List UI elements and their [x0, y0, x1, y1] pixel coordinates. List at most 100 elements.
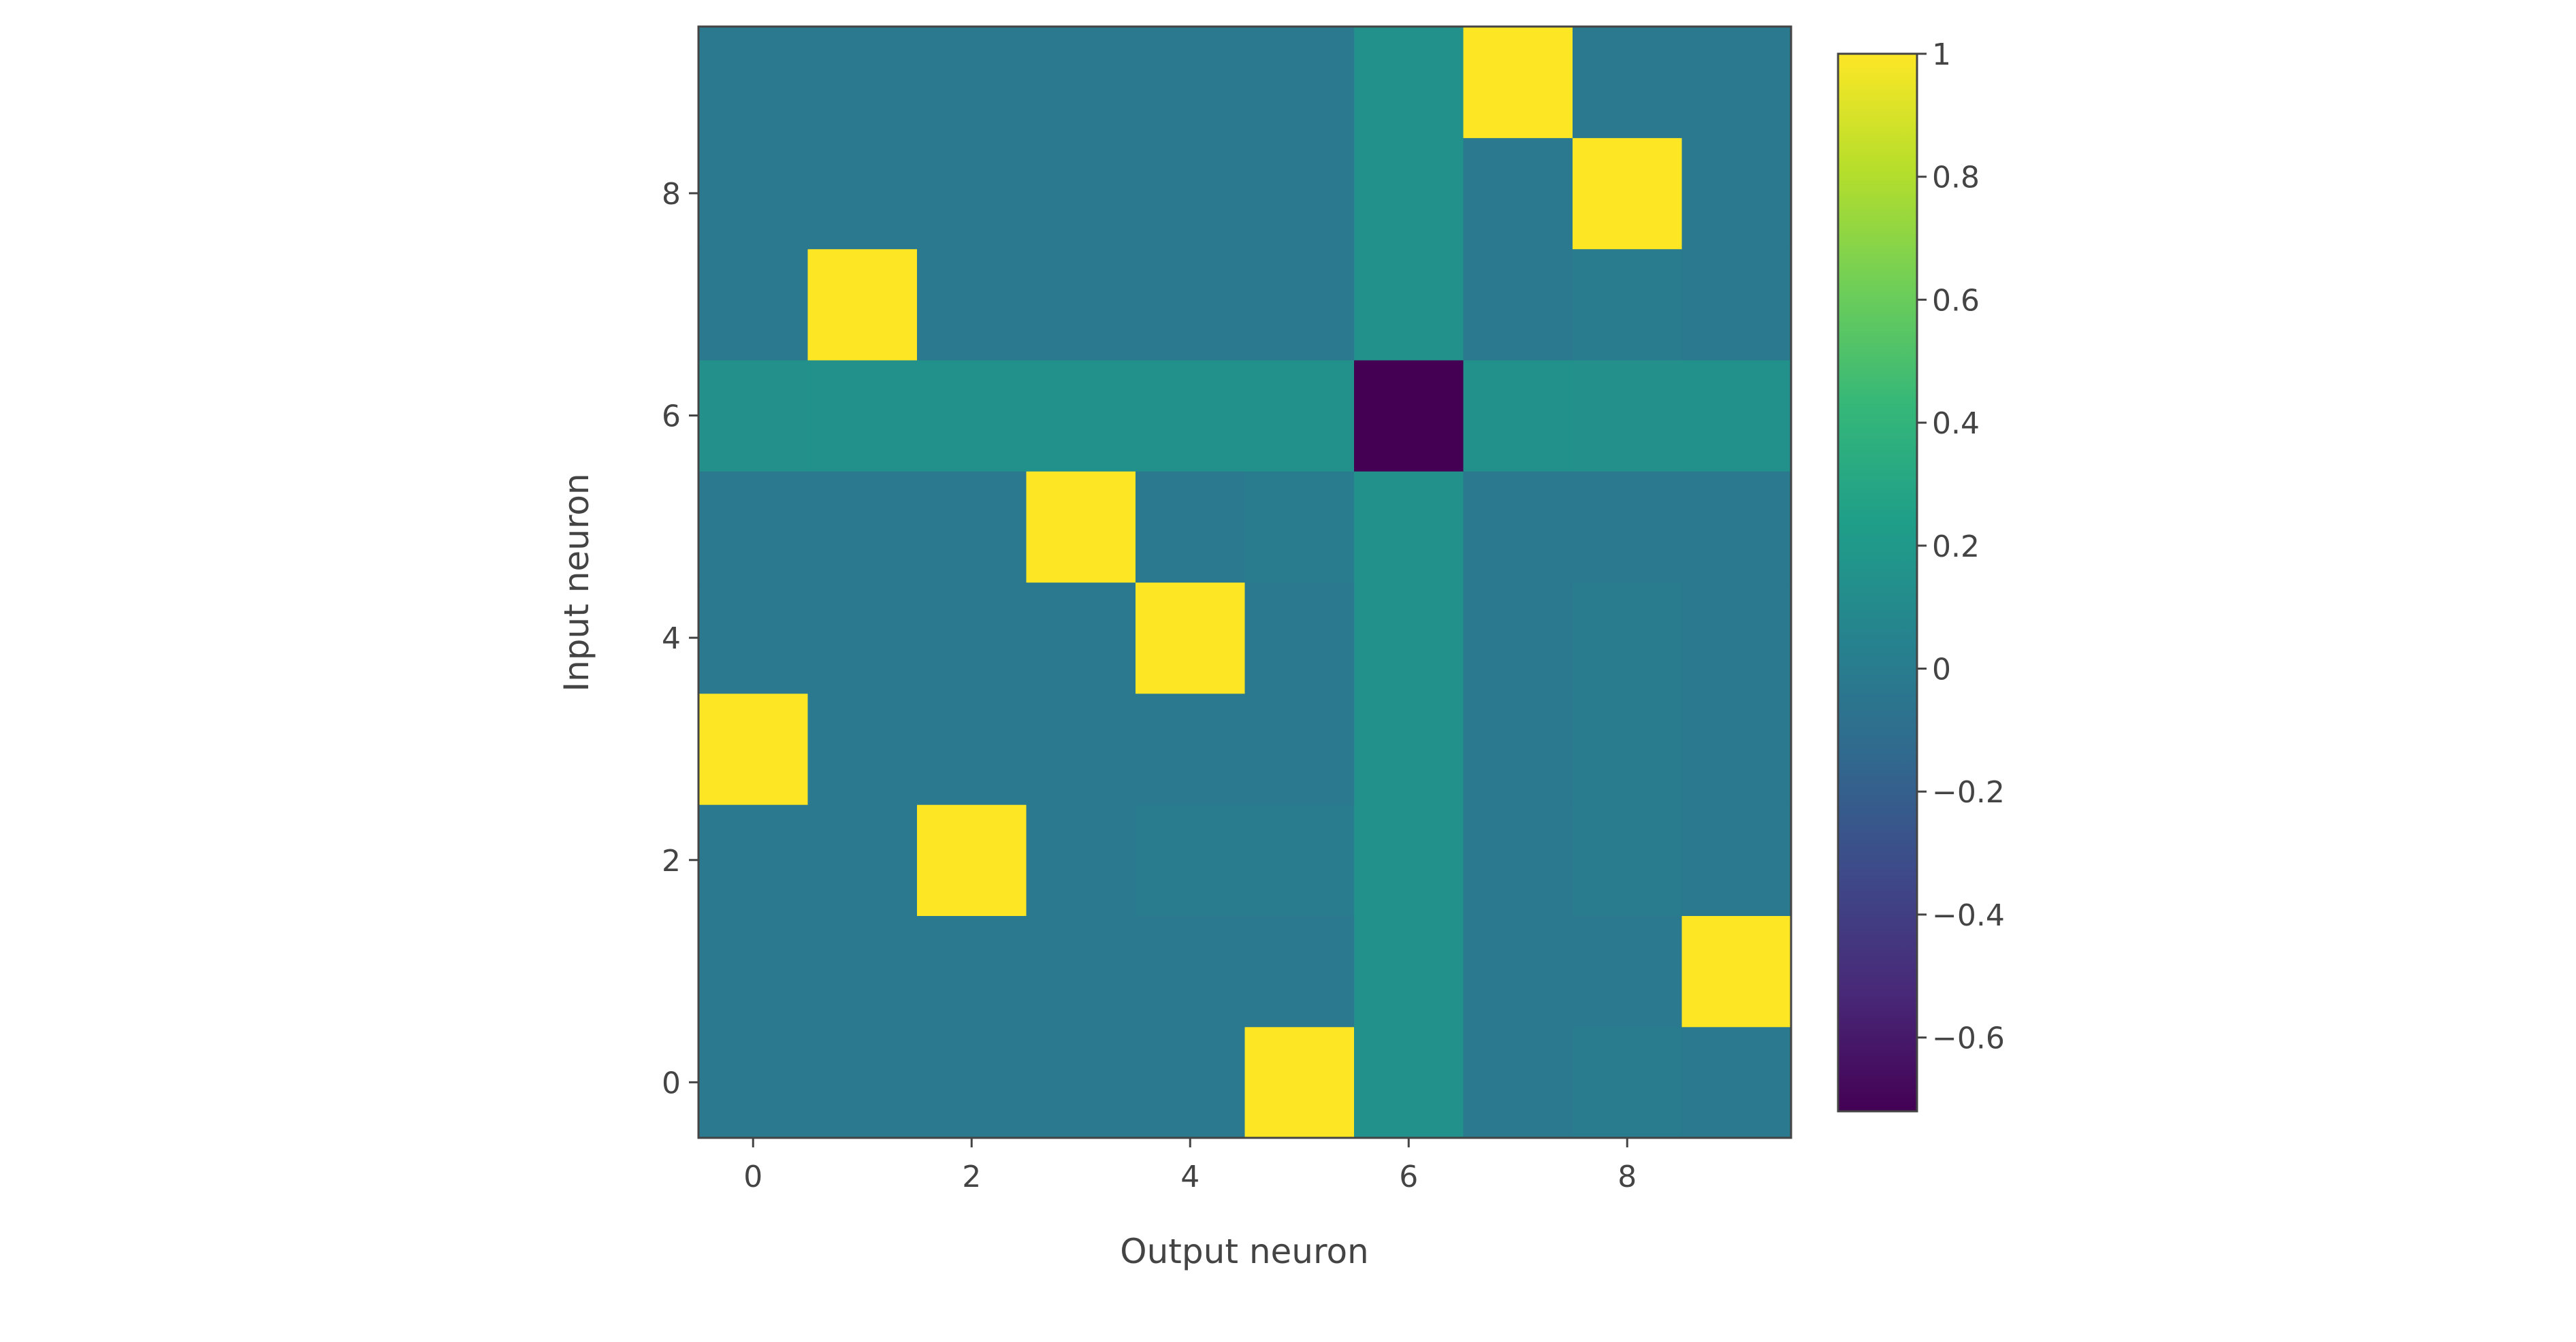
- colorbar-tick-label: −0.6: [1932, 1021, 2005, 1056]
- heatmap-cell: [1463, 137, 1573, 250]
- heatmap-cell: [1244, 582, 1355, 694]
- heatmap-cell: [1026, 693, 1136, 805]
- heatmap-cell: [1136, 804, 1246, 916]
- heatmap-cell: [1681, 1026, 1792, 1139]
- colorbar-tick-label: 0: [1932, 652, 1951, 687]
- heatmap-cell: [1681, 582, 1792, 694]
- colorbar: [1837, 52, 1918, 1113]
- heatmap-cell: [1026, 915, 1136, 1028]
- heatmap-cell: [698, 248, 809, 361]
- heatmap-cell: [917, 804, 1027, 916]
- heatmap-cell: [698, 1026, 809, 1139]
- heatmap-cell: [917, 915, 1027, 1028]
- heatmap-cell: [1026, 359, 1136, 472]
- y-tick-label: 6: [662, 399, 681, 434]
- y-tick-label: 0: [662, 1066, 681, 1100]
- heatmap-cell: [917, 1026, 1027, 1139]
- heatmap-cell: [1573, 915, 1683, 1028]
- x-tick-label: 6: [1399, 1160, 1418, 1194]
- heatmap-cell: [1244, 248, 1355, 361]
- heatmap-cell: [1681, 804, 1792, 916]
- x-tick-label: 8: [1617, 1160, 1637, 1194]
- heatmap-cell: [1136, 915, 1246, 1028]
- heatmap-cell: [1573, 471, 1683, 583]
- heatmap-cell: [1136, 137, 1246, 250]
- y-axis-title: Input neuron: [557, 473, 596, 691]
- y-axis-ticks: 0 2 4 6 8: [662, 177, 698, 1100]
- colorbar-ticks: 1 0.8 0.6 0.4 0.2 0 −0.2 −0.4 −0.6: [1917, 37, 2005, 1056]
- heatmap-cell: [1354, 137, 1464, 250]
- heatmap-cell: [917, 137, 1027, 250]
- heatmap-cell: [698, 471, 809, 583]
- colorbar-tick-label: 0.4: [1932, 406, 1980, 441]
- heatmap-cell: [1463, 693, 1573, 805]
- heatmap-cell: [698, 804, 809, 916]
- heatmap-cell: [1573, 27, 1683, 138]
- heatmap-cell: [1244, 1026, 1355, 1139]
- heatmap-cell: [807, 1026, 918, 1139]
- x-tick-label: 0: [743, 1160, 762, 1194]
- heatmap-cell: [917, 248, 1027, 361]
- heatmap-cell: [1681, 137, 1792, 250]
- heatmap-cell: [1136, 693, 1246, 805]
- heatmap-cell: [807, 582, 918, 694]
- heatmap-cell: [1026, 1026, 1136, 1139]
- heatmap-cell: [1136, 27, 1246, 138]
- heatmap-cell: [807, 693, 918, 805]
- heatmap-cell: [1681, 27, 1792, 138]
- heatmap-cell: [1463, 582, 1573, 694]
- heatmap-cell: [1136, 582, 1246, 694]
- heatmap-cell: [807, 248, 918, 361]
- colorbar-tick-label: 0.2: [1932, 529, 1980, 564]
- heatmap-cell: [1463, 804, 1573, 916]
- x-tick-label: 4: [1180, 1160, 1200, 1194]
- y-tick-label: 2: [662, 844, 681, 879]
- heatmap-cell: [1463, 471, 1573, 583]
- heatmap-cell: [698, 137, 809, 250]
- heatmap-cell: [1573, 137, 1683, 250]
- heatmap-cell: [1244, 359, 1355, 472]
- heatmap-cell: [1681, 693, 1792, 805]
- heatmap-cell: [807, 471, 918, 583]
- heatmap-cell: [917, 693, 1027, 805]
- x-tick-label: 2: [962, 1160, 981, 1194]
- heatmap-cell: [1026, 471, 1136, 583]
- heatmap-cell: [1026, 804, 1136, 916]
- heatmap-cell: [1136, 248, 1246, 361]
- heatmap-cell: [1573, 359, 1683, 472]
- heatmap-cell: [698, 693, 809, 805]
- heatmap-cell: [807, 915, 918, 1028]
- heatmap-cell: [1463, 359, 1573, 472]
- heatmap-cell: [1026, 248, 1136, 361]
- heatmap-cell: [807, 804, 918, 916]
- heatmap-cell: [917, 27, 1027, 138]
- heatmap-cell: [1573, 693, 1683, 805]
- heatmap-cell: [1354, 693, 1464, 805]
- colorbar-tick-label: 0.8: [1932, 161, 1980, 195]
- heatmap-cell: [1573, 248, 1683, 361]
- plot-frame: [697, 25, 1792, 1139]
- heatmap-cell: [1681, 915, 1792, 1028]
- heatmap-cell: [1354, 471, 1464, 583]
- heatmap-cell: [1681, 248, 1792, 361]
- heatmap-cell: [1573, 1026, 1683, 1139]
- colorbar-tick-label: −0.2: [1932, 775, 2005, 810]
- heatmap-cell: [807, 137, 918, 250]
- heatmap-cell: [698, 27, 809, 138]
- heatmap-cell: [1026, 582, 1136, 694]
- y-tick-label: 4: [662, 621, 681, 656]
- heatmap-cell: [1463, 248, 1573, 361]
- heatmap-cell: [1026, 137, 1136, 250]
- heatmap-cell: [1136, 471, 1246, 583]
- heatmap-cell: [1354, 582, 1464, 694]
- heatmap-cell: [1463, 27, 1573, 138]
- heatmap-cell: [698, 359, 809, 472]
- heatmap-cell: [1573, 804, 1683, 916]
- heatmap-cell: [1463, 1026, 1573, 1139]
- heatmap-cell: [1573, 582, 1683, 694]
- y-tick-label: 8: [662, 177, 681, 212]
- heatmap-cell: [1136, 1026, 1246, 1139]
- heatmap-cell: [698, 915, 809, 1028]
- heatmap-cell: [1463, 915, 1573, 1028]
